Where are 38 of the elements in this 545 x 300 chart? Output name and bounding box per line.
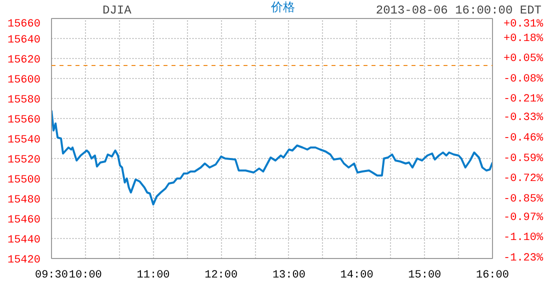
y2-tick-label: +0.18% <box>504 32 544 45</box>
y2-tick-label: -1.23% <box>504 252 544 264</box>
y-tick-label: 15460 <box>7 214 41 226</box>
y-tick-label: 15640 <box>7 34 41 46</box>
y2-tick-label: +0.31% <box>504 18 544 30</box>
x-tick-label: 11:00 <box>136 270 170 282</box>
line-series <box>52 110 492 206</box>
y-tick-label: 15420 <box>7 254 41 266</box>
y-tick-label: 15540 <box>7 134 41 146</box>
y-tick-label: 15560 <box>7 114 41 126</box>
x-tick-label: 16:00 <box>476 270 510 282</box>
y2-tick-label: -0.21% <box>504 94 544 106</box>
y2-tick-label: -0.85% <box>504 193 544 206</box>
x-tick-label: 12:00 <box>204 270 238 282</box>
y2-tick-label: -0.59% <box>504 152 544 165</box>
text: 价格 <box>271 0 295 16</box>
y2-tick-label: -1.10% <box>504 232 544 244</box>
x-tick-label: 15:00 <box>408 270 442 282</box>
y-tick-label: 15440 <box>7 234 41 246</box>
x-tick-label: 09:30 <box>34 270 68 282</box>
x-tick-label: 14:00 <box>340 270 374 282</box>
y2-tick-label: -0.72% <box>504 173 544 186</box>
y-tick-label: 15580 <box>7 94 41 106</box>
y-tick-label: 15520 <box>7 154 41 166</box>
y2-tick-label: -0.08% <box>504 73 544 86</box>
y-tick-label: 15620 <box>7 54 41 66</box>
y-tick-label: 15660 <box>7 18 41 30</box>
x-tick-label: 13:00 <box>272 270 306 282</box>
y-tick-label: 15600 <box>7 74 41 86</box>
chart-subtitle: 2013-08-06 16:00:00 EDT <box>376 4 542 18</box>
y-tick-label: 15500 <box>7 174 41 186</box>
y2-tick-label: -0.46% <box>504 132 544 144</box>
x-tick-label: 10:00 <box>68 270 102 282</box>
y2-tick-label: +0.05% <box>504 53 544 66</box>
chart-title: DJIA <box>102 4 132 18</box>
y2-tick-label: -0.97% <box>504 212 544 224</box>
y-tick-label: 15480 <box>7 194 41 206</box>
y2-tick-label: -0.33% <box>504 112 544 124</box>
